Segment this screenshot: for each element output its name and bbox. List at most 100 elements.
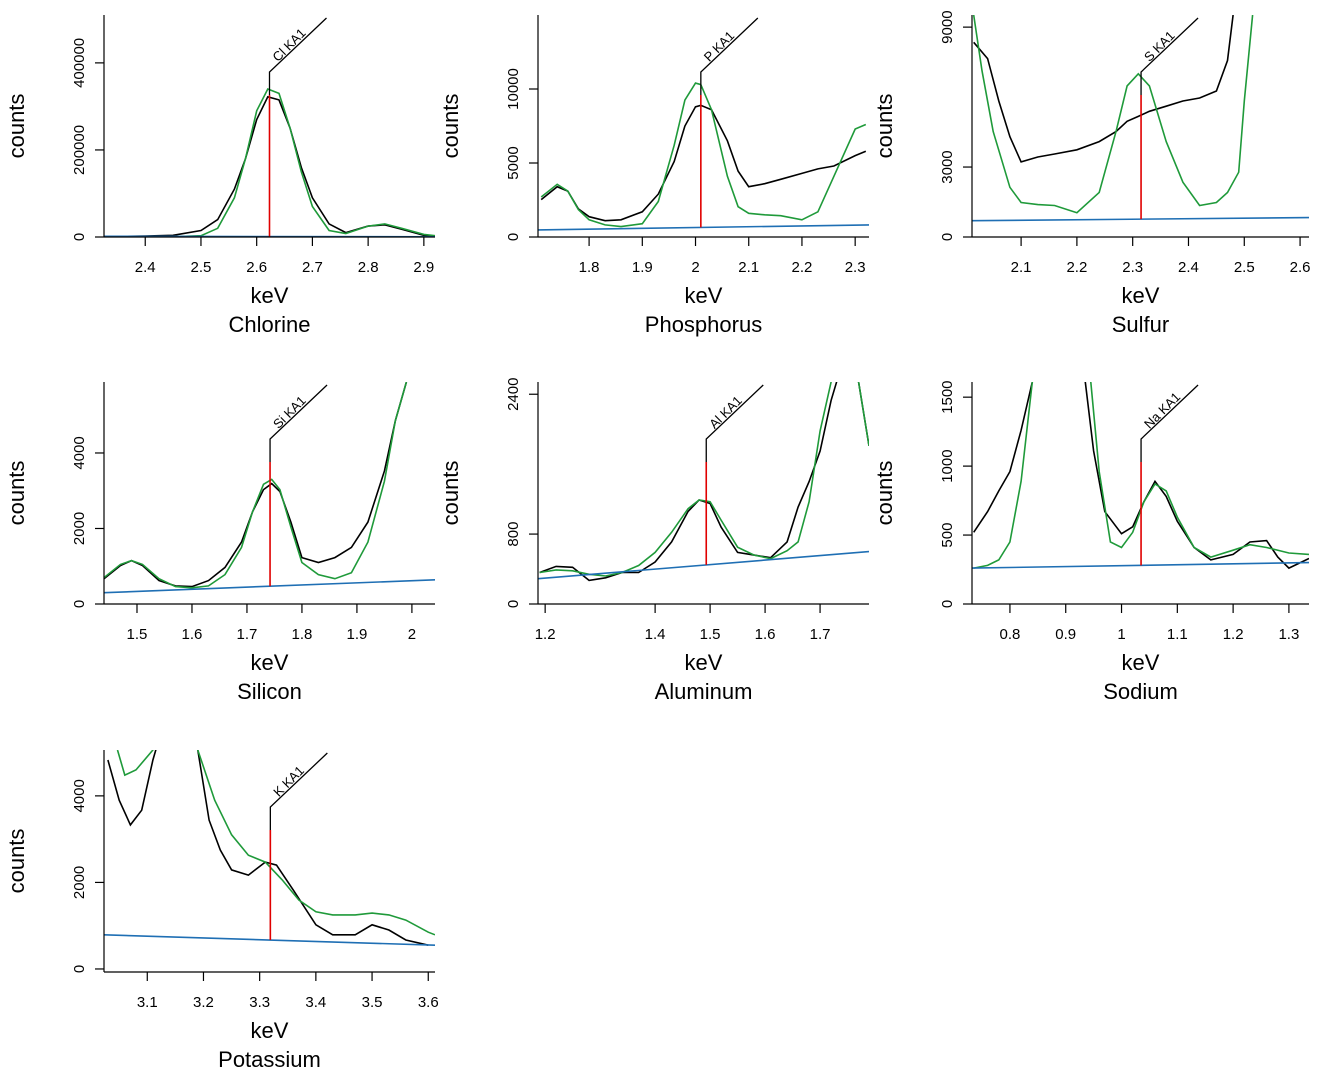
y-axis-label: counts — [872, 94, 897, 159]
y-tick-label: 0 — [71, 600, 88, 608]
y-tick-label: 0 — [71, 965, 88, 973]
label-leader — [269, 384, 328, 462]
x-tick-label: 1.9 — [346, 626, 367, 643]
panel: P KA1 0 5000 10000 1.8 1.9 2 2.1 2.2 2.3 keV Phosph… — [438, 15, 869, 337]
x-tick-label: 2.8 — [358, 259, 379, 276]
peak-label: Al KA1 — [706, 393, 745, 432]
x-tick-label: 1.4 — [645, 626, 666, 643]
x-axis-label: keV — [685, 650, 723, 675]
x-tick-label: 2.4 — [135, 259, 156, 276]
spectrum-line — [538, 224, 869, 231]
label-leader — [1140, 17, 1199, 95]
x-tick-label: 1.7 — [810, 626, 831, 643]
label-leader — [269, 752, 328, 830]
x-tick-label: 1.5 — [127, 626, 148, 643]
x-axis-label: keV — [1122, 283, 1160, 308]
chart-title: Phosphorus — [645, 312, 762, 337]
y-tick-label: 800 — [505, 522, 522, 547]
x-tick-label: 2.5 — [1234, 259, 1255, 276]
y-tick-label: 1000 — [939, 449, 956, 482]
plot-area — [538, 382, 869, 582]
chart-title: Chlorine — [229, 312, 311, 337]
panel: S KA1 0 3000 9000 2.1 2.2 2.3 2.4 2.5 2.6 keV Sulfu… — [872, 10, 1311, 336]
x-tick-label: 1.9 — [632, 259, 653, 276]
x-tick-label: 2.6 — [1290, 259, 1311, 276]
spectrum-line — [973, 382, 1309, 569]
x-axis-label: keV — [251, 283, 289, 308]
spectrum-line — [540, 82, 867, 228]
x-tick-label: 3.2 — [193, 994, 214, 1011]
x-tick-label: 1.8 — [579, 259, 600, 276]
spectrum-line — [539, 382, 869, 577]
spectrum-line — [104, 382, 408, 588]
panel: Si KA1 0 2000 4000 1.5 1.6 1.7 1.8 1.9 2 keV Silico… — [4, 382, 435, 704]
x-tick-label: 1.2 — [535, 626, 556, 643]
x-tick-label: 1.2 — [1223, 626, 1244, 643]
y-tick-label: 2400 — [505, 378, 522, 411]
y-tick-label: 400000 — [71, 38, 88, 88]
peak-label: Cl KA1 — [269, 25, 308, 64]
y-tick-label: 0 — [505, 600, 522, 608]
label-leader — [268, 17, 327, 95]
y-tick-label: 0 — [505, 233, 522, 241]
peak-label: Si KA1 — [270, 393, 309, 432]
y-tick-label: 9000 — [939, 10, 956, 43]
plot-area — [104, 750, 435, 946]
chart-title: Sulfur — [1112, 312, 1169, 337]
x-tick-label: 1.7 — [237, 626, 258, 643]
x-tick-label: 2 — [691, 259, 699, 276]
x-tick-label: 2 — [408, 626, 416, 643]
peak-label: K KA1 — [270, 763, 307, 800]
x-tick-label: 1.6 — [182, 626, 203, 643]
spectrum-line — [107, 750, 429, 946]
y-tick-label: 3000 — [939, 150, 956, 183]
spectrum-line — [538, 550, 869, 580]
spectrum-line — [539, 382, 869, 582]
spectrum-line — [104, 382, 408, 589]
y-axis-label: counts — [4, 94, 29, 159]
y-tick-label: 5000 — [505, 146, 522, 179]
y-tick-label: 4000 — [71, 436, 88, 469]
y-tick-label: 500 — [939, 523, 956, 548]
x-tick-label: 1.8 — [292, 626, 313, 643]
y-axis-label: counts — [872, 461, 897, 526]
x-tick-label: 2.3 — [845, 259, 866, 276]
spectrum-line — [104, 579, 435, 594]
chart-title: Aluminum — [655, 679, 753, 704]
x-tick-label: 2.1 — [1011, 259, 1032, 276]
peak-label: Na KA1 — [1141, 389, 1183, 431]
x-axis-label: keV — [1122, 650, 1160, 675]
y-tick-label: 0 — [939, 233, 956, 241]
x-tick-label: 1.5 — [700, 626, 721, 643]
spectrum-line — [116, 750, 435, 936]
x-tick-label: 1.3 — [1278, 626, 1299, 643]
peak-label: S KA1 — [1141, 28, 1178, 65]
x-tick-label: 3.4 — [305, 994, 326, 1011]
y-axis-label: counts — [438, 94, 463, 159]
spectrum-line — [106, 87, 435, 237]
spectrum-line — [104, 934, 435, 946]
label-leader — [705, 384, 764, 462]
x-tick-label: 2.3 — [1122, 259, 1143, 276]
x-tick-label: 2.6 — [246, 259, 267, 276]
x-tick-label: 1 — [1117, 626, 1125, 643]
chart-title: Silicon — [237, 679, 302, 704]
y-tick-label: 0 — [71, 233, 88, 241]
x-tick-label: 2.9 — [413, 259, 434, 276]
x-axis-label: keV — [251, 1018, 289, 1043]
x-tick-label: 0.8 — [1000, 626, 1021, 643]
label-leader — [1140, 384, 1199, 462]
spectrum-line — [106, 95, 435, 237]
x-tick-label: 0.9 — [1055, 626, 1076, 643]
spectrum-line — [973, 382, 1309, 570]
x-tick-label: 3.3 — [249, 994, 270, 1011]
spectrum-line — [972, 15, 1254, 214]
panel: Al KA1 0 800 2400 1.2 1.4 1.5 1.6 1.7 keV Aluminum… — [438, 378, 869, 704]
spectrum-line — [540, 104, 867, 222]
y-tick-label: 1500 — [939, 380, 956, 413]
panel: Cl KA1 0 200000 400000 2.4 2.5 2.6 2.7 2.8 2.9 keV… — [4, 15, 435, 337]
panel: Na KA1 0 500 1000 1500 0.8 0.9 1 1.1 1.2 1.3 keV Sod… — [872, 380, 1309, 704]
plot-area — [104, 382, 435, 594]
x-tick-label: 2.2 — [792, 259, 813, 276]
